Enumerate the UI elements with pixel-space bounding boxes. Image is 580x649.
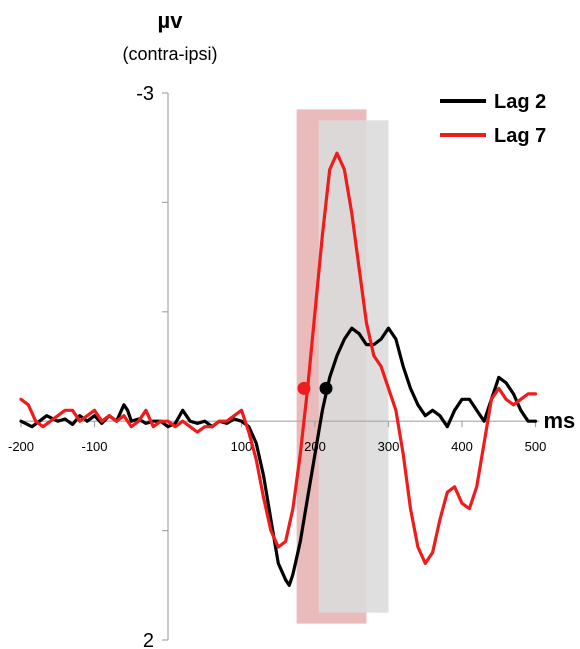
onset-marker-lag-7 — [297, 381, 311, 395]
onset-markers — [297, 381, 333, 395]
y-tick-label: 2 — [143, 630, 154, 649]
x-tick-label: 100 — [231, 439, 253, 454]
x-tick-label: -100 — [81, 439, 107, 454]
y-tick-label: -3 — [136, 83, 154, 105]
onset-marker-lag-2 — [319, 381, 333, 395]
x-tick-label: -200 — [8, 439, 34, 454]
x-axis-unit-label: ms — [544, 408, 576, 433]
x-tick-label: 300 — [378, 439, 400, 454]
legend-label: Lag 2 — [494, 91, 546, 113]
y-axis-unit-label: µv — [157, 8, 183, 33]
series-lines — [19, 151, 538, 587]
window-lag2 — [318, 120, 389, 613]
x-tick-label: 400 — [451, 439, 473, 454]
x-tick-label: 500 — [525, 439, 547, 454]
legend-label: Lag 7 — [494, 125, 546, 147]
legend: Lag 2 Lag 7 — [440, 91, 546, 147]
series-line-lag-7 — [19, 151, 538, 565]
y-axis-unit-sublabel: (contra-ipsi) — [122, 44, 218, 64]
